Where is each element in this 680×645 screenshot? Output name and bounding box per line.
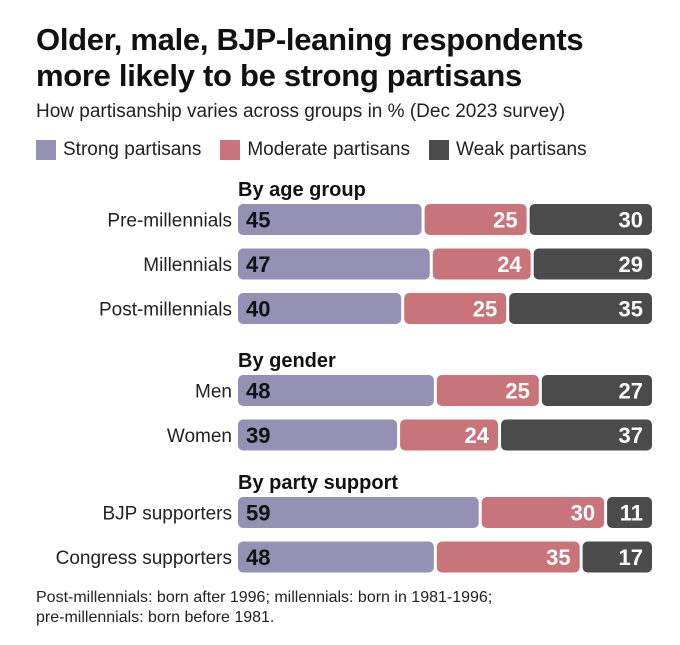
data-label-moderate: 25 (473, 297, 497, 322)
bar-segment-weak (509, 293, 652, 324)
group-heading: By party support (238, 472, 398, 494)
bar-segment-moderate (436, 375, 539, 406)
chart-title-line-2: more likely to be strong partisans (36, 58, 522, 93)
footnote-line-2: pre-millennials: born before 1981. (36, 609, 275, 626)
bar-segment-weak (529, 204, 652, 235)
legend-label-strong: Strong partisans (63, 139, 202, 160)
bar-segment-moderate (432, 248, 531, 280)
group-heading: By gender (238, 350, 336, 372)
row-label: Congress supporters (56, 548, 232, 569)
legend-swatch-weak (429, 140, 450, 160)
bar-segment-weak (533, 248, 652, 280)
data-label-strong: 48 (246, 379, 270, 404)
row-label: BJP supporters (102, 504, 232, 525)
data-label-weak: 29 (619, 252, 643, 277)
legend-label-weak: Weak partisans (456, 139, 587, 160)
data-label-strong: 59 (246, 501, 270, 526)
chart-title: Older, male, BJP-leaning respondents mor… (36, 22, 656, 94)
legend-label-moderate: Moderate partisans (247, 139, 411, 160)
row-label: Post-millennials (99, 300, 232, 321)
bar-segment-weak (541, 375, 652, 406)
data-label-moderate: 30 (571, 501, 595, 526)
data-label-weak: 11 (620, 501, 643, 526)
bar-segment-strong (238, 293, 402, 324)
footnote-line-1: Post-millennials: born after 1996; mille… (36, 589, 493, 606)
legend-item-strong: Strong partisans (36, 139, 201, 161)
bar-segment-moderate (424, 204, 527, 235)
data-label-moderate: 24 (465, 423, 490, 448)
bar-segment-strong (238, 541, 434, 573)
bar-segment-moderate (404, 293, 507, 324)
row-label: Men (195, 382, 232, 403)
data-label-strong: 39 (246, 423, 270, 448)
data-label-weak: 37 (619, 423, 643, 448)
data-label-strong: 48 (246, 545, 270, 570)
bar-segment-strong (238, 419, 398, 451)
data-label-weak: 30 (619, 208, 643, 233)
data-label-weak: 27 (619, 379, 643, 404)
data-label-weak: 17 (619, 545, 643, 570)
bar-segment-moderate (436, 541, 580, 573)
bar-segment-weak (501, 419, 652, 451)
legend-swatch-strong (36, 140, 56, 160)
chart-subtitle: How partisanship varies across groups in… (36, 101, 566, 122)
bar-segment-strong (238, 497, 479, 528)
data-label-strong: 47 (246, 252, 270, 277)
data-label-moderate: 25 (493, 208, 517, 233)
legend-item-weak: Weak partisans (429, 139, 587, 161)
data-label-strong: 45 (246, 208, 270, 233)
data-label-moderate: 24 (497, 252, 522, 277)
chart-title-line-1: Older, male, BJP-leaning respondents (36, 22, 584, 57)
bar-segment-strong (238, 204, 422, 235)
legend-item-moderate: Moderate partisans (220, 139, 410, 161)
row-label: Women (167, 426, 232, 447)
bar-segment-moderate (400, 419, 499, 451)
footnote: Post-millennials: born after 1996; mille… (36, 588, 636, 628)
data-label-strong: 40 (246, 297, 270, 322)
group-heading: By age group (238, 179, 366, 201)
data-label-weak: 35 (619, 297, 643, 322)
row-label: Pre-millennials (107, 211, 232, 232)
bar-segment-weak (582, 541, 652, 573)
legend: Strong partisans Moderate partisans Weak… (36, 139, 606, 161)
bar-segment-strong (238, 248, 430, 280)
bar-segment-moderate (481, 497, 605, 528)
bar-segment-strong (238, 375, 434, 406)
data-label-moderate: 35 (546, 545, 570, 570)
data-label-moderate: 25 (505, 379, 529, 404)
bar-segment-weak (607, 497, 652, 528)
legend-swatch-moderate (220, 140, 241, 160)
row-label: Millennials (143, 255, 232, 276)
